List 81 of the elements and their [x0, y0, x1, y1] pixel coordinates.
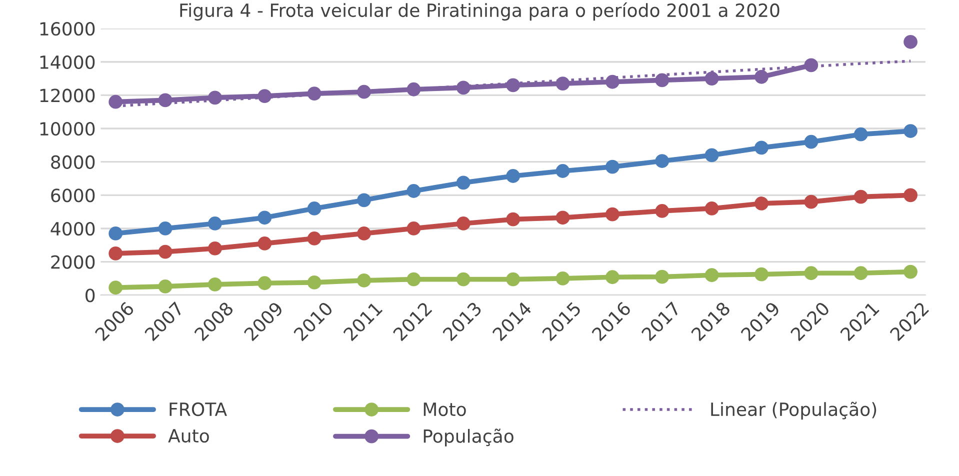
point: [655, 204, 670, 218]
point: [357, 274, 371, 288]
point: [258, 210, 272, 225]
point: [854, 190, 868, 204]
point: [307, 232, 322, 246]
point: [307, 276, 322, 290]
point: [804, 58, 818, 72]
chart-title: Figura 4 - Frota veicular de Piratininga para o período 2001 a 2020: [180, 2, 780, 21]
point: [605, 74, 620, 89]
point: [456, 176, 470, 190]
point: [158, 222, 172, 236]
point: [605, 207, 620, 222]
point: [208, 278, 222, 292]
y-tick-label: 10000: [40, 122, 95, 136]
point: [406, 82, 421, 96]
y-tick-label: 6000: [51, 188, 95, 202]
legend-label: População: [424, 428, 514, 446]
point: [456, 80, 470, 95]
y-tick-label: 12000: [40, 88, 95, 102]
point: [406, 184, 421, 198]
point: [307, 202, 322, 216]
point: [307, 86, 322, 100]
point: [605, 160, 620, 174]
point: [456, 216, 470, 230]
point: [208, 242, 222, 256]
point: [357, 226, 371, 240]
point: [456, 272, 470, 286]
y-tick-label: 16000: [40, 22, 95, 36]
point: [556, 76, 570, 90]
point: [556, 164, 570, 178]
point: [754, 140, 768, 155]
point: [804, 134, 818, 149]
point: [804, 194, 818, 209]
point: [258, 89, 272, 103]
point: [357, 84, 371, 99]
point: [904, 264, 918, 279]
point: [506, 169, 520, 183]
point: [258, 276, 272, 290]
point: [854, 266, 868, 280]
point: [108, 94, 123, 109]
legend-label: Linear (População): [711, 402, 876, 420]
point: [904, 34, 918, 49]
legend-label: FROTA: [170, 402, 227, 416]
legend-label: Moto: [424, 402, 466, 416]
point: [655, 270, 670, 284]
point: [208, 216, 222, 230]
point: [208, 90, 222, 105]
point: [108, 226, 123, 240]
point: [605, 270, 620, 284]
point: [108, 246, 123, 260]
point: [854, 127, 868, 142]
y-tick-label: 2000: [51, 255, 95, 269]
y-tick-label: 8000: [51, 155, 95, 169]
point: [258, 236, 272, 250]
point: [357, 193, 371, 208]
y-tick-label: 0: [86, 288, 95, 302]
y-tick-label: 14000: [40, 55, 95, 69]
point: [904, 188, 918, 202]
point: [158, 280, 172, 294]
point: [754, 70, 768, 84]
point: [556, 272, 570, 286]
point: [506, 212, 520, 226]
point: [754, 196, 768, 210]
point: [704, 202, 719, 216]
point: [556, 210, 570, 225]
point: [754, 267, 768, 282]
point: [704, 148, 719, 162]
y-tick-label: 4000: [50, 222, 95, 236]
point: [506, 78, 520, 92]
point: [704, 268, 719, 282]
point: [506, 272, 520, 286]
point: [655, 73, 670, 88]
point: [704, 72, 719, 86]
point: [406, 272, 421, 286]
legend-label: Auto: [168, 429, 209, 443]
point: [158, 244, 172, 259]
point: [108, 280, 123, 295]
point: [904, 124, 918, 138]
point: [406, 222, 421, 236]
point: [804, 266, 818, 280]
point: [655, 154, 670, 168]
